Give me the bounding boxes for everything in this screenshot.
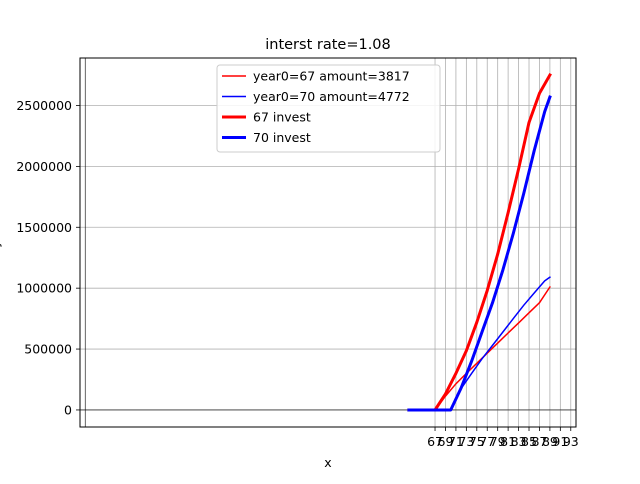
x-tick-label: 69 [438, 434, 454, 449]
x-tick-label: 89 [542, 434, 558, 449]
legend-box [216, 64, 441, 153]
x-tick-label: 93 [563, 434, 579, 449]
legend-label: year0=70 amount=4772 [253, 89, 410, 104]
y-tick-label: 1000000 [16, 281, 72, 296]
x-tick-label: 77 [479, 434, 495, 449]
series-lines [407, 72, 552, 412]
x-tick-label: 91 [552, 434, 568, 449]
axis-ticks: 0500000100000015000002000000250000067697… [16, 98, 578, 449]
y-tick-label: 2500000 [16, 98, 72, 113]
y-tick-label: 0 [64, 402, 72, 417]
y-axis-label: y [0, 240, 2, 248]
x-tick-label: 79 [490, 434, 506, 449]
y-tick-label: 1500000 [16, 220, 72, 235]
x-axis-label: x [324, 455, 331, 470]
legend-label: year0=67 amount=3817 [253, 69, 410, 84]
series-line [407, 72, 552, 412]
series-line [407, 95, 552, 412]
y-tick-label: 500000 [24, 342, 72, 357]
x-tick-label: 71 [448, 434, 464, 449]
legend-label: 67 invest [253, 110, 311, 125]
legend-label: 70 invest [253, 130, 311, 145]
chart-title: interst rate=1.08 [265, 37, 391, 53]
legend: year0=67 amount=3817 year0=70 amount=4772… [216, 64, 441, 153]
x-tick-label: 73 [458, 434, 474, 449]
reference-lines [80, 58, 576, 427]
x-tick-label: 85 [521, 434, 537, 449]
x-tick-label: 75 [469, 434, 485, 449]
x-tick-label: 67 [427, 434, 443, 449]
plot-frame [79, 57, 577, 428]
x-tick-label: 87 [531, 434, 547, 449]
x-tick-label: 83 [511, 434, 527, 449]
y-tick-label: 2000000 [16, 159, 72, 174]
x-tick-label: 81 [500, 434, 516, 449]
